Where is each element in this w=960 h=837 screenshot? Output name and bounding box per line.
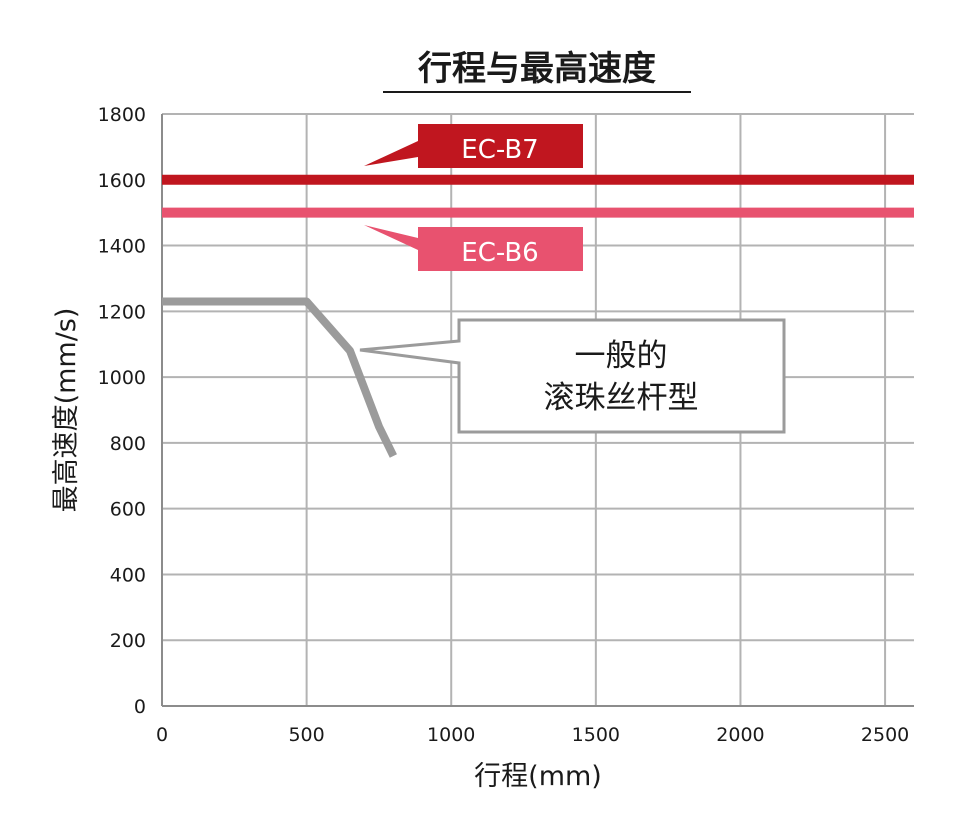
callout-ballscrew-label-line: 滚珠丝杆型: [544, 380, 699, 416]
y-tick-label: 1800: [98, 104, 146, 126]
series-line-3: [162, 297, 397, 458]
callout-ec-b7-box: [364, 124, 583, 168]
callout-ec-b6-label: EC-B6: [461, 238, 538, 268]
x-tick-label: 2500: [861, 724, 909, 746]
callout-ballscrew-label-line: 一般的: [575, 338, 668, 374]
x-axis-label: 行程(mm): [474, 761, 602, 792]
y-tick-label: 800: [110, 433, 146, 455]
callout-ballscrew-box: [359, 318, 786, 434]
x-tick-label: 2000: [716, 724, 764, 746]
y-tick-label: 400: [110, 564, 146, 586]
y-axis-label: 最高速度(mm/s): [51, 308, 82, 513]
chart-title: 行程与最高速度: [418, 49, 656, 89]
x-tick-label: 0: [156, 724, 168, 746]
y-tick-label: 1200: [98, 301, 146, 323]
y-tick-label: 1000: [98, 367, 146, 389]
y-tick-label: 1400: [98, 236, 146, 258]
callout-ec-b6-box: [364, 225, 583, 271]
x-tick-label: 500: [288, 724, 324, 746]
y-tick-label: 600: [110, 499, 146, 521]
callout-ec-b7-label: EC-B7: [461, 135, 538, 165]
series-lines: [162, 174, 914, 458]
x-tick-label: 1000: [427, 724, 475, 746]
axis-ticks: 0 200 400 600 800 1000 1200 1400 1600 1800 0 500 100…: [98, 104, 910, 746]
y-tick-label: 1600: [98, 170, 146, 192]
y-tick-label: 0: [134, 696, 146, 718]
x-tick-label: 1500: [572, 724, 620, 746]
y-tick-label: 200: [110, 630, 146, 652]
